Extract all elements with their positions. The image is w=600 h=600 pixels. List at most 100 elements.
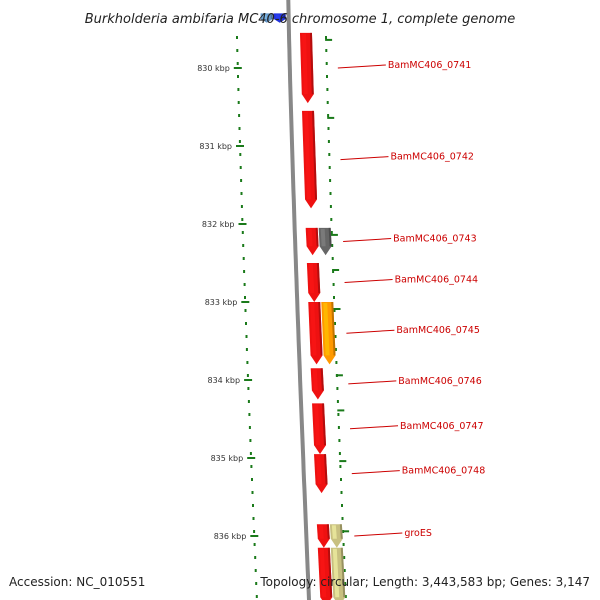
- right-guide-dot: [337, 413, 340, 416]
- gene-arrow-highlight: [323, 303, 330, 356]
- left-guide-dot: [244, 309, 247, 312]
- gene-label-leader: [348, 380, 397, 385]
- right-guide-dot: [326, 75, 328, 78]
- gene-feature: [260, 13, 273, 23]
- right-guide-dot: [328, 153, 331, 156]
- gene-arrow-shadow: [283, 13, 286, 20]
- right-guide-dot: [332, 270, 335, 273]
- ruler-tick: [236, 145, 244, 147]
- left-guide-dot: [245, 335, 248, 338]
- feature-tick: [330, 233, 338, 236]
- right-guide-dot: [333, 309, 336, 312]
- left-guide-dot: [249, 439, 252, 442]
- feature-tick: [333, 308, 341, 310]
- ruler-tick-label: 836 kbp: [214, 532, 247, 541]
- ruler-tick-label: 830 kbp: [197, 64, 230, 73]
- right-guide-dot: [344, 595, 347, 598]
- feature-tick: [339, 460, 347, 463]
- gene-arrow-highlight: [331, 525, 337, 539]
- right-guide-dot: [330, 231, 333, 234]
- map-title: Burkholderia ambifaria MC40-6 chromosome…: [85, 12, 515, 27]
- right-guide-dot: [341, 517, 344, 520]
- right-guide-dot: [329, 192, 332, 195]
- left-guide-dot: [236, 36, 238, 39]
- left-guide-dot: [252, 517, 255, 520]
- right-guide-dot: [325, 36, 327, 39]
- left-guide-dot: [237, 88, 240, 91]
- right-guide-dot: [340, 478, 342, 481]
- left-guide-dot: [240, 192, 243, 195]
- ruler-tick-label: 831 kbp: [199, 142, 232, 151]
- ruler-tick-label: 834 kbp: [207, 376, 240, 385]
- right-guide-dot: [338, 452, 341, 455]
- gene-arrow-highlight: [332, 548, 340, 598]
- gene-BamMC406_0746: [310, 368, 324, 400]
- gene-arrow-highlight: [262, 14, 267, 20]
- gene-feature: [273, 13, 286, 23]
- right-guide-dot: [334, 348, 337, 351]
- left-guide-dot: [241, 218, 244, 221]
- gene-BamMC406_0745: [308, 302, 323, 365]
- right-guide-dot: [331, 257, 334, 260]
- left-guide-dot: [253, 543, 256, 546]
- left-guide-dot: [245, 348, 248, 351]
- gene-label-leader: [340, 156, 389, 161]
- right-guide-dot: [334, 335, 337, 338]
- left-guide-dot: [245, 322, 247, 325]
- right-guide-dot: [337, 426, 340, 429]
- gene-arrow-shadow: [326, 524, 330, 539]
- left-guide-dot: [254, 569, 257, 572]
- gene-arrow-shadow: [328, 227, 332, 247]
- gene-arrow-shadow: [327, 547, 333, 598]
- gene-BamMC406_0748: [314, 454, 328, 494]
- gene-groES: [316, 524, 330, 548]
- gene-feature: [317, 547, 333, 600]
- gene-label: BamMC406_0745: [396, 325, 479, 336]
- gene-arrow-shadow: [322, 403, 327, 446]
- gene-feature: [321, 302, 336, 365]
- right-guide-dot: [329, 205, 332, 208]
- ruler-tick: [233, 67, 242, 69]
- right-guide-dot: [327, 127, 330, 130]
- ruler-tick-label: 835 kbp: [211, 454, 244, 463]
- left-guide-dot: [249, 452, 252, 455]
- gene-arrow-shadow: [316, 263, 321, 293]
- gene-arrow-shadow: [318, 302, 323, 356]
- left-guide-dot: [244, 296, 246, 299]
- gene-arrow-shadow: [339, 524, 343, 539]
- left-guide-dot: [247, 400, 250, 403]
- right-guide-dot: [336, 400, 339, 403]
- right-guide-dot: [343, 569, 346, 572]
- right-guide-dot: [326, 88, 329, 91]
- feature-tick: [325, 38, 333, 41]
- right-guide-dot: [333, 296, 335, 299]
- left-guide-dot: [251, 491, 254, 494]
- left-guide-dot: [236, 49, 239, 52]
- left-guide-dot: [252, 504, 254, 507]
- gene-label: BamMC406_0742: [390, 152, 473, 163]
- gene-label: BamMC406_0743: [393, 234, 476, 245]
- left-guide-dot: [250, 465, 253, 468]
- gene-label-leader: [343, 238, 392, 242]
- gene-feature: [329, 524, 343, 548]
- left-guide-dot: [238, 140, 241, 143]
- gene-BamMC406_0744: [306, 263, 321, 302]
- right-guide-dot: [332, 283, 335, 286]
- gene-arrow-highlight: [312, 369, 318, 391]
- gene-label-leader: [344, 279, 393, 283]
- gene-BamMC406_0743: [305, 227, 319, 256]
- gene-label-leader: [337, 64, 386, 69]
- right-guide-dot: [336, 387, 339, 390]
- left-guide-dot: [238, 127, 241, 130]
- gene-arrow-highlight: [301, 33, 308, 95]
- left-guide-dot: [254, 556, 257, 559]
- right-guide-dot: [329, 179, 332, 182]
- ruler-tick: [247, 457, 256, 459]
- ruler-ticks: 830 kbp 831 kbp 832 kbp 833 kbp 834 kbp 835 k…: [197, 38, 350, 541]
- right-guide-dot: [339, 465, 342, 468]
- ruler-tick-label: 833 kbp: [205, 298, 238, 307]
- gene-arrow-shadow: [331, 302, 336, 356]
- left-guide-dot: [247, 387, 250, 390]
- ruler-tick: [238, 223, 247, 225]
